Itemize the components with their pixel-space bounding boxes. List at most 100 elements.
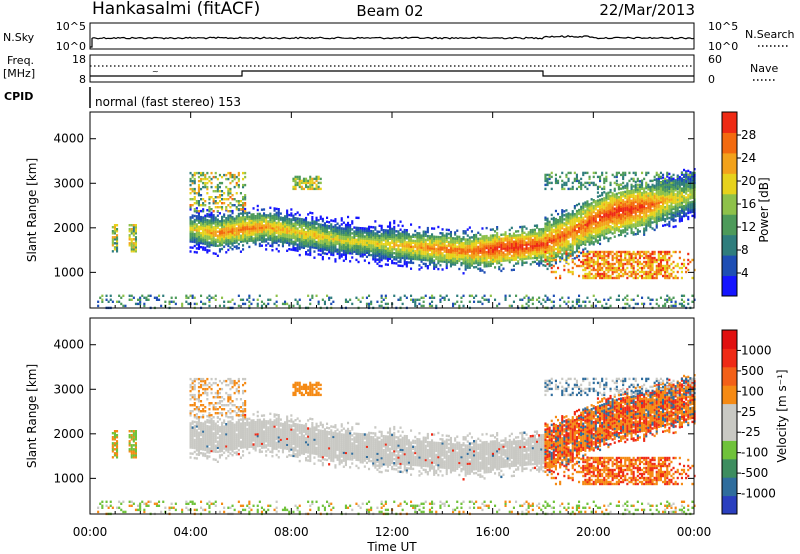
power-cell xyxy=(221,190,224,193)
power-cell xyxy=(544,294,547,297)
power-cell xyxy=(611,256,614,260)
power-cell xyxy=(582,206,585,209)
power-cell xyxy=(636,224,639,227)
power-cell xyxy=(288,244,291,247)
power-cell xyxy=(229,196,232,199)
power-cell xyxy=(290,230,293,233)
power-cell xyxy=(416,250,419,253)
power-cell xyxy=(433,247,436,250)
power-cell xyxy=(521,247,524,251)
power-cell xyxy=(193,181,196,185)
power-cell xyxy=(389,223,392,226)
power-cell xyxy=(596,191,599,194)
power-cell xyxy=(258,222,261,226)
power-cell xyxy=(565,249,568,252)
power-cell xyxy=(277,214,280,217)
power-cell xyxy=(437,237,440,241)
power-cell xyxy=(401,236,404,240)
power-cell xyxy=(420,248,423,251)
power-cell xyxy=(452,304,455,308)
power-cell xyxy=(315,175,318,179)
power-cell xyxy=(527,235,530,238)
power-cell xyxy=(447,256,450,260)
power-cell xyxy=(479,269,482,272)
power-cell xyxy=(565,183,568,187)
power-cell xyxy=(544,250,547,254)
power-cell xyxy=(449,234,452,238)
power-cell xyxy=(374,238,377,241)
power-cell xyxy=(302,218,305,221)
power-cell xyxy=(462,250,465,253)
power-cell xyxy=(508,232,511,236)
power-cell xyxy=(418,242,421,245)
power-cell xyxy=(235,217,238,220)
power-cell xyxy=(519,254,522,257)
power-cell xyxy=(632,189,635,192)
power-cell xyxy=(393,231,396,235)
power-cell xyxy=(258,230,261,234)
power-cell xyxy=(252,207,255,210)
power-cell xyxy=(246,211,249,215)
power-cell xyxy=(315,232,318,236)
power-cell xyxy=(294,237,297,240)
power-cell xyxy=(557,231,560,234)
power-cell xyxy=(563,210,566,213)
power-cell xyxy=(573,262,576,266)
power-cell xyxy=(510,226,513,230)
power-cell xyxy=(311,242,314,245)
power-cell xyxy=(468,256,471,259)
power-cell xyxy=(200,177,203,181)
power-cell xyxy=(452,249,455,252)
power-cell xyxy=(584,243,587,246)
power-cell xyxy=(221,239,224,243)
power-cell xyxy=(227,218,230,222)
power-cell xyxy=(305,179,308,183)
power-cell xyxy=(225,239,228,242)
power-cell xyxy=(130,246,133,249)
power-cell xyxy=(546,267,549,271)
power-cell xyxy=(397,246,400,249)
power-cell xyxy=(422,242,425,245)
power-cell xyxy=(544,236,547,239)
power-cell xyxy=(445,266,448,270)
power-cell xyxy=(212,216,215,219)
power-cell xyxy=(521,231,524,235)
power-cell xyxy=(422,262,425,265)
power-cell xyxy=(368,241,371,245)
power-cell xyxy=(237,304,240,308)
power-cell xyxy=(515,238,518,241)
power-cell xyxy=(260,238,263,241)
power-cell xyxy=(592,243,595,246)
power-cell xyxy=(246,215,249,219)
power-cell xyxy=(464,232,467,235)
power-cell xyxy=(269,244,272,247)
power-cell xyxy=(596,185,599,189)
power-cell xyxy=(617,276,620,280)
power-cell xyxy=(340,253,343,256)
power-cell xyxy=(638,206,641,209)
power-cell xyxy=(473,240,476,243)
power-cell xyxy=(426,244,429,248)
power-cell xyxy=(512,232,515,235)
power-cell xyxy=(391,237,394,241)
power-cell xyxy=(636,202,639,205)
power-cell xyxy=(279,224,282,227)
power-cell xyxy=(191,187,194,191)
power-cell xyxy=(605,222,608,225)
power-cell xyxy=(319,223,322,226)
power-cell xyxy=(584,213,587,216)
power-cell xyxy=(628,216,631,219)
power-cell xyxy=(447,258,450,262)
power-cell xyxy=(210,177,213,181)
power-cell xyxy=(433,227,436,230)
power-cell xyxy=(214,206,217,209)
power-cell xyxy=(193,234,196,238)
power-cell xyxy=(441,240,444,243)
power-cell xyxy=(517,260,520,263)
power-cell xyxy=(233,223,236,226)
power-cell xyxy=(256,232,259,236)
power-cell xyxy=(391,253,394,257)
power-cell xyxy=(615,252,618,256)
power-cell xyxy=(336,238,339,241)
power-cell xyxy=(288,221,291,225)
